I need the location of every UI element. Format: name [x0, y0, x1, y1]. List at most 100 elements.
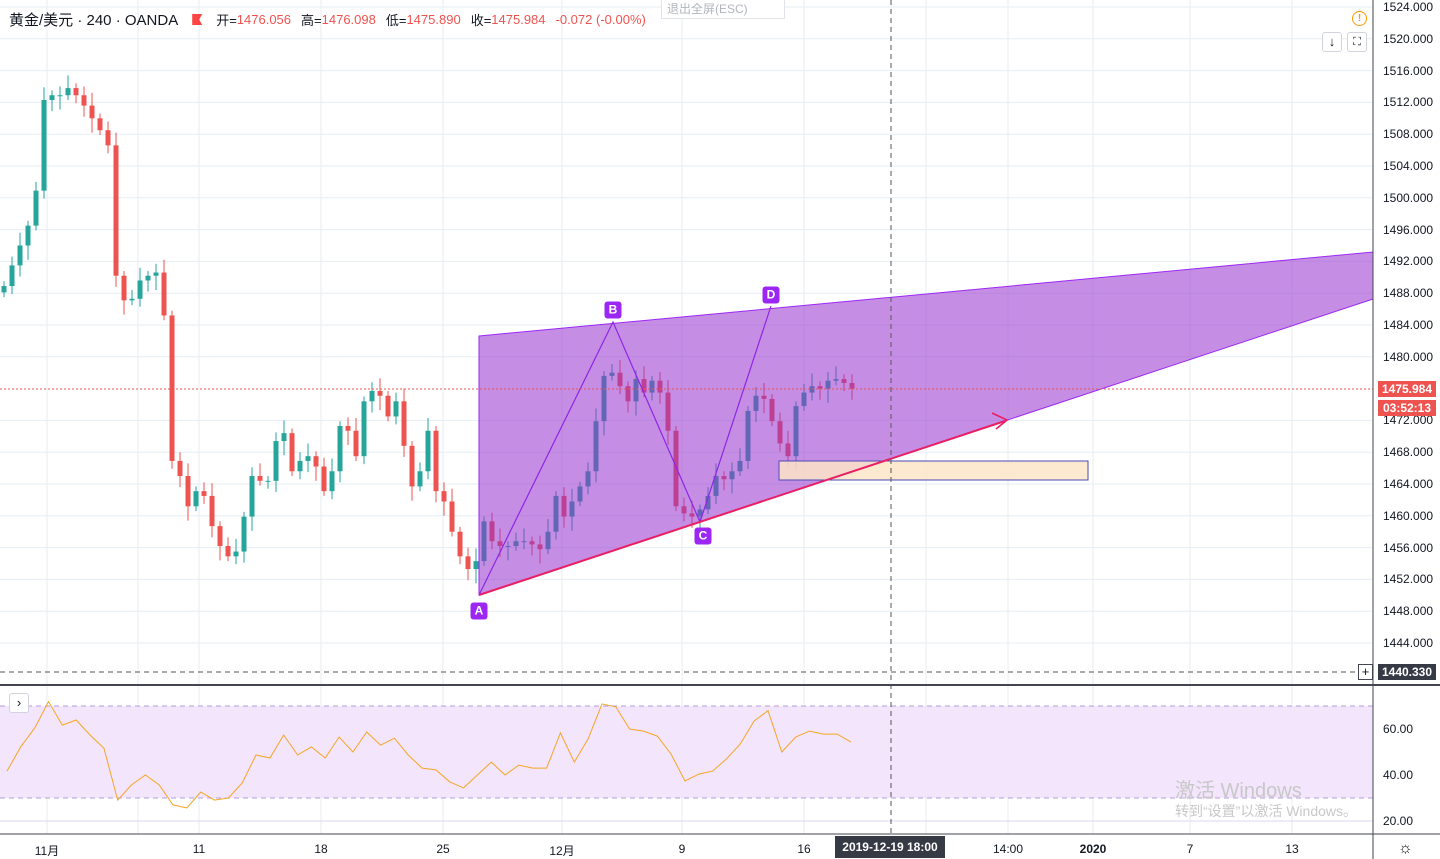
candle — [89, 92, 95, 133]
candle-body — [209, 495, 215, 527]
low-label: 低= — [385, 13, 407, 28]
price-label: 1520.000 — [1383, 31, 1434, 46]
candle-body — [73, 88, 79, 96]
warning-icon[interactable]: ! — [1352, 11, 1367, 26]
candle — [217, 521, 223, 561]
time-label: 13 — [1285, 842, 1299, 856]
candle-body — [441, 491, 447, 502]
candle — [49, 90, 55, 112]
candle-body — [369, 390, 375, 402]
time-label: 12月 — [549, 844, 575, 858]
candle-body — [409, 445, 415, 487]
candle — [177, 452, 183, 488]
collapse-icon[interactable]: › — [9, 693, 29, 713]
candle — [121, 270, 127, 315]
candle — [137, 267, 143, 307]
candle — [369, 382, 375, 413]
price-label: 1472.000 — [1383, 413, 1434, 428]
candle-body — [145, 275, 151, 281]
high-label: 高= — [301, 13, 322, 28]
exit-fullscreen-button[interactable]: 退出全屏(ESC) — [661, 0, 785, 19]
plus-icon[interactable]: + — [1358, 664, 1373, 680]
candle — [57, 86, 63, 110]
candle — [473, 548, 479, 584]
candle-body — [177, 460, 183, 477]
time-label: 9 — [678, 842, 686, 856]
candle — [425, 418, 431, 480]
flag-icon[interactable] — [192, 14, 203, 25]
price-label: 1496.000 — [1383, 222, 1434, 237]
candle-body — [297, 460, 303, 472]
close-label: 收= — [470, 13, 492, 28]
candle-body — [201, 491, 207, 496]
candle — [385, 390, 391, 422]
candle — [9, 256, 15, 294]
point-d-label[interactable]: D — [762, 286, 780, 304]
candle-body — [241, 516, 247, 552]
point-c-label[interactable]: C — [694, 527, 712, 545]
watermark-subtitle: 转到“设置”以激活 Windows。 — [1175, 803, 1358, 819]
open-label: 开= — [216, 13, 237, 28]
candle — [361, 396, 367, 465]
candle — [97, 113, 103, 135]
candle — [129, 290, 135, 306]
price-label: 1492.000 — [1383, 254, 1434, 269]
symbol-title[interactable]: 黄金/美元 · 240 · OANDA — [9, 12, 179, 29]
gear-icon[interactable]: ☼ — [1398, 840, 1413, 857]
candle-body — [161, 272, 167, 316]
down-arrow-icon[interactable]: ↓ — [1322, 32, 1342, 52]
candle-body — [457, 531, 463, 557]
point-b-label[interactable]: B — [604, 301, 622, 319]
candle-body — [377, 390, 383, 396]
price-label: 1452.000 — [1383, 572, 1434, 587]
trend-arrow-line[interactable] — [478, 420, 1006, 596]
low-value: 1475.890 — [406, 12, 461, 27]
candle-body — [153, 272, 159, 276]
rsi-label: 20.00 — [1383, 814, 1414, 828]
candle — [65, 75, 71, 101]
legend: 黄金/美元 · 240 · OANDA 开= 1476.056 高= 1476.09… — [9, 9, 650, 30]
support-zone-rect[interactable] — [778, 460, 1089, 481]
candle — [329, 458, 335, 500]
candle — [305, 443, 311, 473]
time-label: 11月 — [34, 844, 60, 858]
candle — [401, 388, 407, 457]
open-value: 1476.056 — [236, 12, 292, 27]
candle — [273, 432, 279, 492]
candle — [153, 263, 159, 291]
price-label: 1460.000 — [1383, 508, 1434, 523]
candle — [449, 488, 455, 537]
candle-body — [81, 95, 87, 106]
candle-body — [65, 88, 71, 96]
close-value: 1475.984 — [491, 12, 546, 27]
candle — [41, 87, 47, 199]
candle-body — [433, 430, 439, 492]
candle-body — [41, 100, 47, 191]
fullscreen-icon[interactable]: ⛶ — [1347, 32, 1367, 52]
candle-body — [17, 245, 23, 266]
candle — [169, 310, 175, 469]
candle-body — [249, 476, 255, 517]
candle-body — [345, 425, 351, 431]
abcd-zigzag[interactable] — [478, 305, 772, 596]
candle-body — [449, 501, 455, 532]
price-label: 1508.000 — [1383, 127, 1434, 142]
candle-body — [225, 546, 231, 557]
point-a-label[interactable]: A — [470, 602, 488, 620]
candle — [465, 547, 471, 581]
candle-body — [337, 425, 343, 472]
arrow-head-icon — [991, 412, 1009, 430]
candle-body — [257, 476, 263, 481]
price-label: 1444.000 — [1383, 636, 1434, 650]
candle-body — [57, 95, 63, 97]
watermark-title: 激活 Windows — [1175, 780, 1302, 802]
candle — [353, 418, 359, 461]
candle-body — [89, 105, 95, 119]
candle — [433, 425, 439, 503]
price-label: 1488.000 — [1383, 286, 1434, 301]
price-label: 1500.000 — [1383, 190, 1434, 205]
last-price-tag: 1475.984 — [1378, 381, 1436, 397]
candle-body — [353, 430, 359, 457]
candle-body — [289, 433, 295, 472]
